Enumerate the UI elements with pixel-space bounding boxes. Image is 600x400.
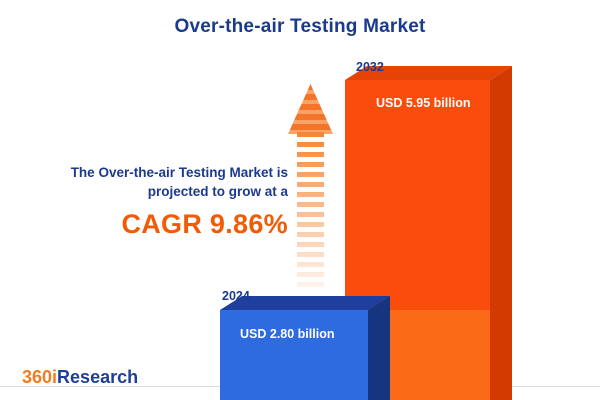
brand-logo: 360iResearch	[22, 367, 138, 388]
category-label-2032: 2032	[356, 60, 384, 74]
growth-statement: The Over-the-air Testing Market is proje…	[10, 163, 288, 240]
bar-2024-top-face	[220, 296, 390, 310]
value-label-2024: USD 2.80 billion	[240, 327, 335, 341]
value-label-2032: USD 5.95 billion	[376, 96, 471, 110]
bar-2032-side-face	[490, 66, 512, 400]
growth-statement-line2: projected to grow at a	[147, 184, 288, 199]
brand-logo-research: Research	[57, 367, 139, 387]
growth-arrow-icon	[288, 84, 333, 134]
category-label-2024: 2024	[222, 289, 250, 303]
bar-2032-top-face	[345, 66, 512, 80]
page-title: Over-the-air Testing Market	[174, 16, 426, 37]
brand-logo-360i: 360i	[22, 367, 58, 387]
bar-2024-side-face	[368, 296, 390, 400]
growth-statement-line1: The Over-the-air Testing Market is	[70, 165, 288, 180]
cagr-value: CAGR 9.86%	[121, 209, 288, 239]
bar-2024	[220, 310, 368, 400]
growth-arrow-dashed-stem	[297, 132, 324, 288]
